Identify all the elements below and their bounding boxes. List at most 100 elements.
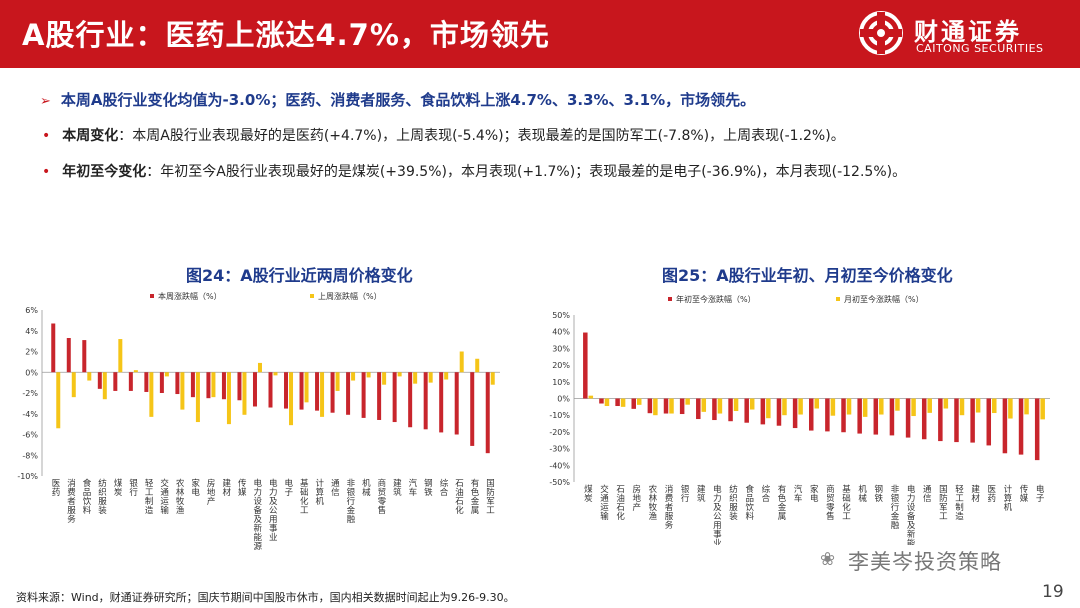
bar-s1: [1034, 398, 1040, 461]
bar-s2: [830, 398, 836, 416]
legend-swatch-0: [150, 294, 154, 298]
bar-s2: [798, 398, 803, 415]
weekly-change-chart: 6% 4% 2% 0% -2% -4% -6% -8% -10% 本周涨跌幅（%） 上周涨跌幅（%）…: [17, 291, 500, 552]
category-label: 商贸零售: [826, 484, 835, 522]
bar-s2: [273, 372, 278, 376]
y-tick-label: 30%: [552, 344, 570, 353]
bar-s2: [242, 372, 247, 415]
bar-s2: [766, 398, 771, 419]
category-label: 商贸零售: [378, 478, 387, 516]
bar-s1: [408, 372, 413, 428]
y-tick-label: 6%: [25, 306, 38, 315]
bar-s1: [206, 372, 211, 399]
legend-swatch-0: [668, 297, 672, 301]
bar-s2: [846, 398, 852, 415]
category-label: 煤炭: [114, 478, 123, 498]
bar-s1: [889, 398, 895, 436]
bar-s2: [320, 372, 325, 417]
bar-s1: [190, 372, 195, 398]
y-tick-label: -2%: [22, 389, 38, 398]
category-label: 钢铁: [424, 478, 433, 498]
bar-s1: [809, 398, 814, 431]
category-label: 计算机: [1004, 484, 1013, 513]
legend-swatch-1: [836, 297, 840, 301]
bar-s2: [588, 395, 594, 399]
bar-s1: [346, 372, 351, 415]
bullet-dot-icon: •: [42, 164, 51, 180]
bar-s1: [439, 372, 444, 433]
bar-s1: [470, 372, 475, 446]
bar-s2: [717, 398, 723, 414]
category-label: 电子: [285, 478, 294, 498]
category-label: 机械: [858, 484, 867, 504]
bar-s1: [315, 372, 320, 411]
bar-s2: [636, 398, 642, 405]
bar-s1: [392, 372, 397, 423]
bar-s2: [685, 398, 690, 405]
bullet-label: 本周变化: [62, 128, 119, 144]
category-label: 综合: [762, 484, 771, 504]
category-label: 电力及公用事业: [713, 484, 722, 545]
logo-text-en: CAITONG SECURITIES: [916, 42, 1044, 55]
category-label: 钢铁: [875, 484, 884, 504]
bullet-text: ：年初至今A股行业表现最好的是煤炭(+39.5%)，本月表现(+1.7%)；表现…: [146, 164, 907, 180]
bar-s1: [825, 398, 830, 432]
bar-s2: [943, 398, 949, 409]
watermark-text: 李美岑投资策略: [848, 550, 1002, 574]
category-label: 银行: [129, 478, 138, 498]
category-label: 石油石化: [455, 479, 464, 516]
category-label: 消费者服务: [67, 478, 76, 525]
category-label: 电子: [1036, 484, 1045, 504]
bar-s2: [195, 372, 200, 423]
bar-s1: [175, 372, 180, 395]
bar-s1: [776, 398, 782, 426]
category-label: 煤炭: [584, 484, 593, 504]
bar-s1: [938, 398, 943, 442]
bar-s2: [164, 372, 169, 377]
bar-s1: [663, 398, 669, 414]
category-label: 国防军工: [486, 479, 495, 516]
bar-s2: [959, 398, 965, 416]
category-label: 国防军工: [939, 485, 948, 522]
bar-s1: [696, 398, 701, 420]
category-label: 通信: [923, 484, 932, 504]
y-tick-label: -6%: [22, 431, 38, 440]
bar-s2: [102, 372, 107, 400]
bar-s2: [911, 398, 916, 417]
bar-s1: [954, 398, 959, 443]
bar-s1: [1018, 398, 1024, 455]
category-label: 建材: [222, 478, 231, 498]
bar-s1: [299, 372, 304, 410]
bar-s2: [604, 398, 610, 407]
category-label: 医药: [52, 479, 61, 498]
y-tick-label: -40%: [549, 461, 570, 470]
bar-s2: [226, 372, 231, 425]
y-tick-label: 40%: [552, 328, 570, 337]
bar-s1: [268, 372, 273, 408]
bar-s2: [382, 372, 387, 385]
bar-s2: [1040, 398, 1045, 420]
bar-s2: [459, 351, 464, 373]
category-label: 有色金属: [778, 484, 787, 522]
category-label: 基础化工: [300, 478, 309, 516]
bar-s2: [620, 398, 626, 407]
category-label: 电力设备及新能源: [907, 484, 916, 545]
bar-s1: [330, 372, 335, 413]
bar-s2: [71, 372, 76, 398]
category-label: 家电: [810, 484, 819, 504]
bar-s2: [444, 372, 449, 380]
chart-title-weekly: 图24：A股行业近两周价格变化: [186, 266, 413, 285]
bar-s2: [701, 398, 707, 412]
bar-s1: [237, 372, 242, 401]
y-tick-label: -20%: [549, 428, 570, 437]
bar-s1: [583, 332, 588, 399]
bar-s1: [377, 372, 382, 420]
category-label: 非银行金融: [891, 484, 900, 531]
bar-s1: [744, 398, 749, 423]
bar-s2: [366, 372, 371, 378]
logo-text-cn: 财通证券: [914, 18, 1022, 46]
bar-s2: [927, 398, 932, 413]
y-tick-label: 2%: [25, 348, 38, 357]
legend-label-0: 本周涨跌幅（%）: [158, 291, 222, 301]
category-label: 食品饮料: [83, 478, 92, 516]
